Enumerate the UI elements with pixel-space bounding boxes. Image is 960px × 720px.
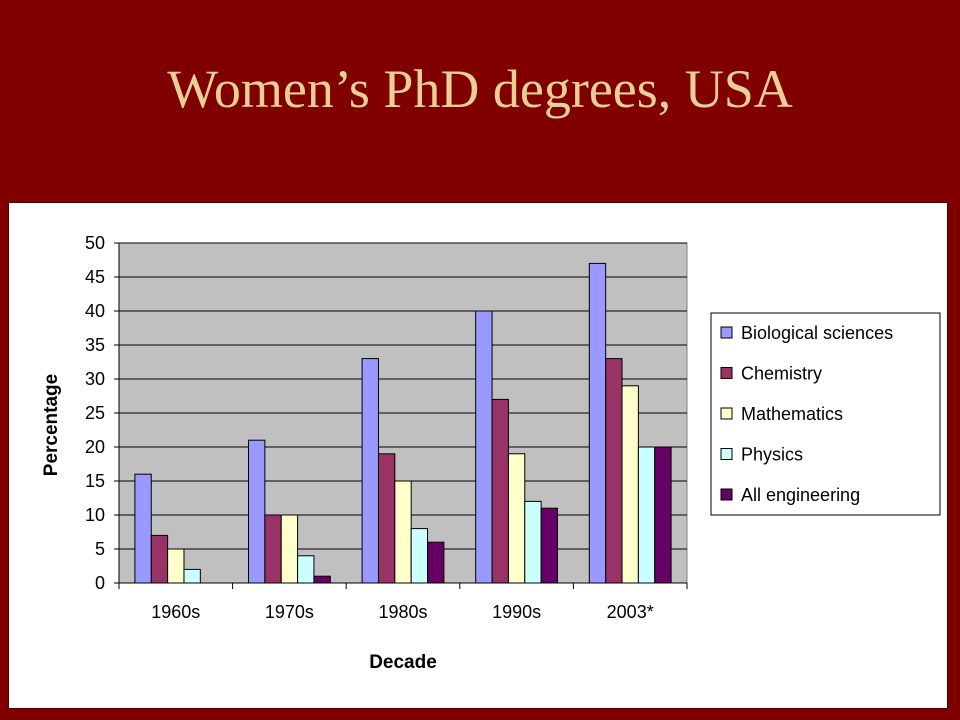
x-tick-label: 1980s — [378, 602, 427, 622]
bar — [491, 398, 509, 584]
legend-swatch — [720, 326, 733, 339]
legend-swatch — [720, 488, 733, 501]
bar — [524, 500, 542, 584]
y-tick-label: 0 — [95, 573, 105, 593]
legend-swatch — [720, 448, 733, 460]
y-axis-label: Percentage — [41, 374, 62, 476]
x-axis: 1960s 1970s 1980s 1990s 2003* — [118, 582, 688, 622]
bar — [427, 541, 445, 584]
x-tick-label: 1960s — [151, 602, 200, 622]
x-tick-label: 1990s — [492, 602, 541, 622]
bar — [605, 358, 623, 584]
bar — [280, 514, 299, 584]
x-tick-label: 2003* — [607, 602, 654, 622]
bar-chart: 0 5 10 15 20 25 30 35 40 45 50 1960s 1970s 1980s 1990… — [41, 233, 941, 673]
slide-title: Women’s PhD degrees, USA — [167, 59, 793, 119]
legend-label: Biological sciences — [741, 323, 893, 343]
y-axis: 0 5 10 15 20 25 30 35 40 45 50 — [85, 233, 120, 593]
bar — [588, 262, 607, 584]
bar — [183, 568, 201, 584]
bar — [507, 453, 526, 584]
bar — [475, 310, 493, 584]
legend-label: Physics — [741, 445, 803, 465]
bar — [410, 528, 429, 584]
y-tick-label: 15 — [85, 471, 105, 491]
x-tick-label: 1970s — [265, 602, 314, 622]
x-axis-label: Decade — [369, 652, 437, 673]
bar — [313, 575, 331, 584]
bar — [361, 358, 379, 584]
bar — [150, 534, 169, 584]
bar — [264, 514, 282, 584]
y-tick-label: 35 — [85, 335, 105, 355]
legend-swatch — [720, 367, 733, 379]
bar — [167, 548, 185, 584]
bar — [377, 453, 396, 584]
legend-label: Chemistry — [741, 364, 822, 384]
legend: Biological sciences Chemistry Mathematics P… — [710, 312, 941, 516]
legend-swatch — [720, 407, 733, 420]
y-tick-label: 50 — [85, 233, 105, 253]
bar — [621, 385, 639, 584]
y-tick-label: 30 — [85, 369, 105, 389]
bars — [134, 262, 672, 584]
legend-label: Mathematics — [741, 404, 843, 424]
bar — [394, 480, 412, 584]
bar — [637, 446, 656, 584]
bar — [540, 507, 558, 584]
bar — [134, 473, 152, 584]
y-tick-label: 5 — [95, 539, 105, 559]
legend-box — [710, 312, 941, 516]
y-tick-label: 40 — [85, 301, 105, 321]
chart-panel: 0 5 10 15 20 25 30 35 40 45 50 1960s 1970s 1980s 1990… — [8, 202, 948, 709]
y-tick-label: 20 — [85, 437, 105, 457]
bar — [654, 446, 672, 584]
legend-label: All engineering — [741, 485, 860, 505]
y-tick-label: 10 — [85, 505, 105, 525]
bar — [297, 555, 315, 584]
y-tick-label: 45 — [85, 267, 105, 287]
bar — [248, 439, 266, 584]
y-tick-label: 25 — [85, 403, 105, 423]
